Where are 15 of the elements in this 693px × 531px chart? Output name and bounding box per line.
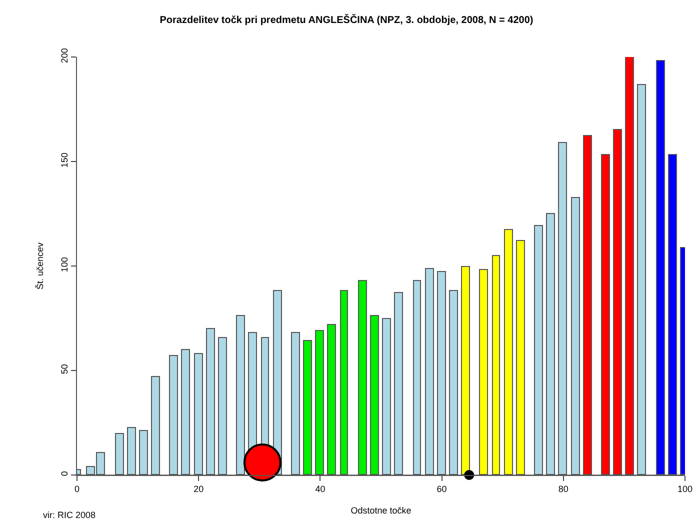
text: vir: RIC 2008	[43, 510, 96, 520]
x-tick-label: 0	[74, 484, 80, 494]
x-tick-label: 40	[315, 484, 326, 494]
y-tick-label: 200	[59, 48, 70, 64]
chart-title: Porazdelitev točk pri predmetu ANGLEŠČINA (NPZ, 3. obdobje, 2008, N = 4200)	[160, 14, 534, 26]
y-tick-label: 100	[59, 257, 70, 272]
x-tick-label: 100	[677, 484, 693, 494]
x-tick-label: 60	[436, 484, 447, 494]
y-axis-title: Št. učencev	[34, 242, 45, 290]
y-tick-label: 0	[59, 471, 70, 476]
x-tick-label: 20	[194, 484, 204, 494]
y-tick-label: 150	[59, 152, 70, 168]
x-tick-label: 80	[558, 484, 568, 494]
y-tick-label: 50	[59, 364, 70, 374]
x-axis-title: Odstotne točke	[350, 506, 412, 516]
